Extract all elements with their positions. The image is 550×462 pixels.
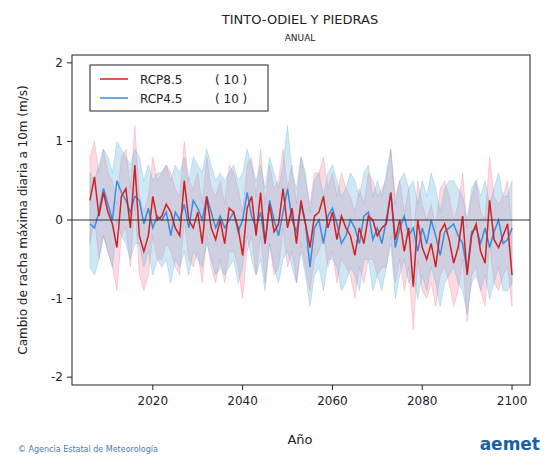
- legend-note: ( 10 ): [215, 73, 247, 87]
- legend-label: RCP8.5: [140, 73, 182, 87]
- legend-box: [90, 65, 268, 111]
- y-tick-label: 1: [55, 134, 63, 148]
- legend-note: ( 10 ): [215, 92, 247, 106]
- legend-label: RCP4.5: [140, 92, 182, 106]
- subtitle: ANUAL: [285, 33, 316, 43]
- plot-area: [90, 126, 512, 330]
- legend-swatch: [100, 97, 128, 99]
- y-tick: [67, 377, 72, 378]
- y-tick: [67, 220, 72, 221]
- x-axis-label: Año: [287, 432, 312, 447]
- y-tick: [67, 141, 72, 142]
- y-tick: [67, 62, 72, 63]
- y-tick-label: -1: [51, 292, 63, 306]
- legend: RCP8.5 ( 10 ) RCP4.5 ( 10 ): [90, 65, 268, 111]
- spread-band: [90, 126, 512, 330]
- series-line: [90, 165, 512, 287]
- y-tick-label: -2: [51, 370, 63, 384]
- x-tick-label: 2100: [497, 394, 528, 408]
- x-tick-label: 2080: [407, 394, 438, 408]
- logo: aemet: [480, 434, 540, 454]
- x-tick-label: 2040: [227, 394, 258, 408]
- y-tick: [67, 298, 72, 299]
- series-line: [90, 181, 512, 271]
- y-axis-label: Cambio de racha máxima diaria a 10m (m/s…: [16, 85, 30, 354]
- x-tick: [512, 385, 513, 390]
- x-tick: [152, 385, 153, 390]
- baseline: [72, 220, 530, 221]
- y-tick-label: 2: [55, 56, 63, 70]
- x-tick-label: 2060: [317, 394, 348, 408]
- chart: TINTO-ODIEL Y PIEDRAS ANUAL -2 -1 0 1 2 2020 204…: [0, 0, 550, 462]
- x-tick-label: 2020: [138, 394, 169, 408]
- legend-swatch: [100, 78, 128, 80]
- title: TINTO-ODIEL Y PIEDRAS: [221, 12, 378, 27]
- credit: © Agencia Estatal de Meteorología: [18, 445, 158, 454]
- plot-frame: [72, 55, 530, 385]
- x-tick: [242, 385, 243, 390]
- y-tick-label: 0: [55, 213, 63, 227]
- x-tick: [422, 385, 423, 390]
- x-tick: [332, 385, 333, 390]
